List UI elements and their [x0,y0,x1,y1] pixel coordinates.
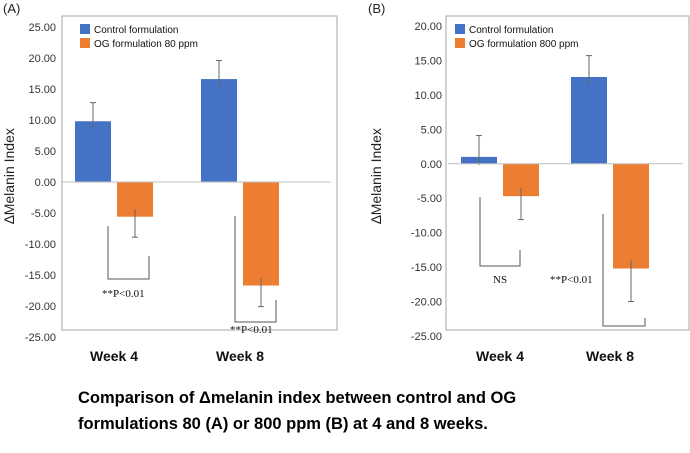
significance-bracket: **P<0.01 [102,226,150,300]
y-axis-label: ∆Melanin Index [1,128,17,224]
chart-panel-a: (A) 25.00 20.00 15.00 10.00 5.00 0.00 -5.00 -10.… [1,1,338,364]
y-tick-label: -5.00 [31,208,56,220]
y-tick-label: 25.00 [28,22,56,34]
significance-label: NS [493,274,507,286]
figure-caption: Comparison of Δmelanin index between con… [78,385,678,437]
y-tick-label: 20.00 [28,53,56,65]
y-tick-label: 15.00 [28,84,56,96]
error-bar [628,260,634,303]
significance-bracket: NS [479,197,521,286]
significance-bracket: **P<0.01 [550,214,646,327]
legend-entry: Control formulation [94,25,178,36]
error-bar [90,102,96,129]
error-bar [258,278,264,308]
legend: Control formulation OG formulation 80 ppm [80,24,198,50]
y-tick-label: 0.00 [421,159,442,171]
y-tick-label: 20.00 [414,21,442,33]
legend: Control formulation OG formulation 800 pp… [455,24,579,50]
bar-og-2 [613,163,649,269]
y-tick-label: 15.00 [414,55,442,67]
category-label: Week 8 [216,348,264,364]
bar-control-2 [201,79,237,182]
panel-label: (B) [368,1,385,16]
caption-line-1: Comparison of Δmelanin index between con… [78,389,517,407]
significance-label: **P<0.01 [230,324,273,336]
legend-swatch [80,38,90,48]
y-tick-label: 5.00 [421,124,442,136]
bar-control-2 [571,76,607,164]
legend-entry: OG formulation 800 ppm [469,39,579,50]
category-label: Week 4 [90,348,138,364]
chart-frame [445,15,690,331]
y-tick-label: 10.00 [414,90,442,102]
error-bar [216,59,222,87]
error-bar [518,187,524,221]
error-bar [132,209,138,238]
y-tick-label: -10.00 [411,228,442,240]
y-tick-label: 0.00 [35,177,56,189]
y-tick-label: -5.00 [417,193,442,205]
y-tick-label: -25.00 [411,331,442,343]
y-tick-label: -15.00 [25,270,56,282]
legend-entry: Control formulation [469,25,553,36]
error-bar [586,55,592,86]
y-tick-label: -20.00 [411,297,442,309]
y-tick-label: -15.00 [411,262,442,274]
significance-label: **P<0.01 [550,274,593,286]
legend-swatch [455,24,465,34]
y-tick-label: -25.00 [25,332,56,344]
y-tick-label: 10.00 [28,115,56,127]
legend-swatch [80,24,90,34]
legend-swatch [455,38,465,48]
charts-canvas: (A) 25.00 20.00 15.00 10.00 5.00 0.00 -5.00 -10.… [1,1,690,364]
panel-label: (A) [3,1,20,16]
category-label: Week 8 [586,348,634,364]
significance-label: **P<0.01 [102,288,145,300]
category-label: Week 4 [476,348,524,364]
error-bar [476,135,482,166]
y-axis-label: ∆Melanin Index [368,128,384,224]
bar-control-1 [75,121,111,182]
chart-panel-b: (B) 20.00 15.00 10.00 5.00 0.00 -5.00 -10.00 -15… [368,1,690,364]
caption-line-2: formulations 80 (A) or 800 ppm (B) at 4 … [78,415,488,433]
chart-frame [61,15,338,331]
y-tick-label: -10.00 [25,239,56,251]
significance-bracket: **P<0.01 [230,216,277,336]
bar-og-2 [243,182,279,286]
legend-entry: OG formulation 80 ppm [94,39,198,50]
y-tick-label: -20.00 [25,301,56,313]
y-tick-label: 5.00 [35,146,56,158]
